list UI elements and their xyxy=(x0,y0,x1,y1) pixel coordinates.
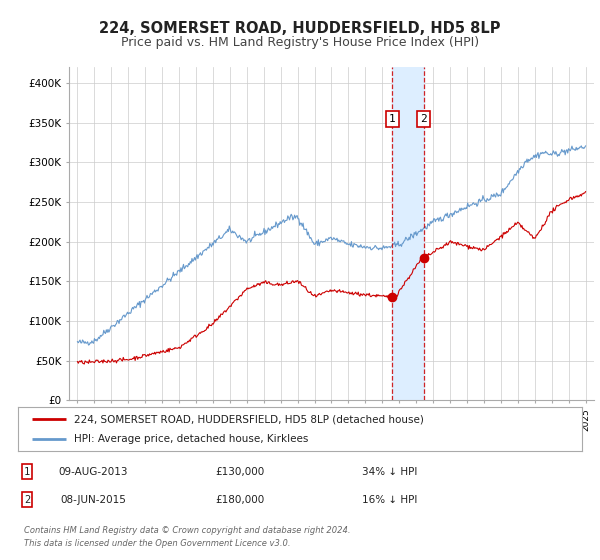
Text: £180,000: £180,000 xyxy=(215,494,265,505)
Text: Price paid vs. HM Land Registry's House Price Index (HPI): Price paid vs. HM Land Registry's House … xyxy=(121,36,479,49)
Text: 34% ↓ HPI: 34% ↓ HPI xyxy=(362,466,418,477)
Text: 1: 1 xyxy=(24,466,30,477)
Text: 08-JUN-2015: 08-JUN-2015 xyxy=(60,494,126,505)
Text: £130,000: £130,000 xyxy=(215,466,265,477)
Text: 2: 2 xyxy=(420,114,427,124)
Text: HPI: Average price, detached house, Kirklees: HPI: Average price, detached house, Kirk… xyxy=(74,435,309,445)
Text: 16% ↓ HPI: 16% ↓ HPI xyxy=(362,494,418,505)
Text: 224, SOMERSET ROAD, HUDDERSFIELD, HD5 8LP (detached house): 224, SOMERSET ROAD, HUDDERSFIELD, HD5 8L… xyxy=(74,414,424,424)
Text: This data is licensed under the Open Government Licence v3.0.: This data is licensed under the Open Gov… xyxy=(24,539,290,548)
Text: 2: 2 xyxy=(24,494,30,505)
Text: Contains HM Land Registry data © Crown copyright and database right 2024.: Contains HM Land Registry data © Crown c… xyxy=(24,526,350,535)
Bar xyxy=(392,67,424,400)
Text: 1: 1 xyxy=(389,114,396,124)
Text: 224, SOMERSET ROAD, HUDDERSFIELD, HD5 8LP: 224, SOMERSET ROAD, HUDDERSFIELD, HD5 8L… xyxy=(99,21,501,36)
Text: 09-AUG-2013: 09-AUG-2013 xyxy=(58,466,128,477)
